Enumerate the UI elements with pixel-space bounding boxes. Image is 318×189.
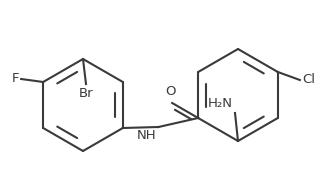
Text: F: F — [12, 73, 19, 85]
Text: NH: NH — [137, 129, 156, 142]
Text: Cl: Cl — [302, 74, 315, 87]
Text: H₂N: H₂N — [208, 97, 233, 110]
Text: Br: Br — [79, 87, 93, 100]
Text: O: O — [165, 85, 176, 98]
